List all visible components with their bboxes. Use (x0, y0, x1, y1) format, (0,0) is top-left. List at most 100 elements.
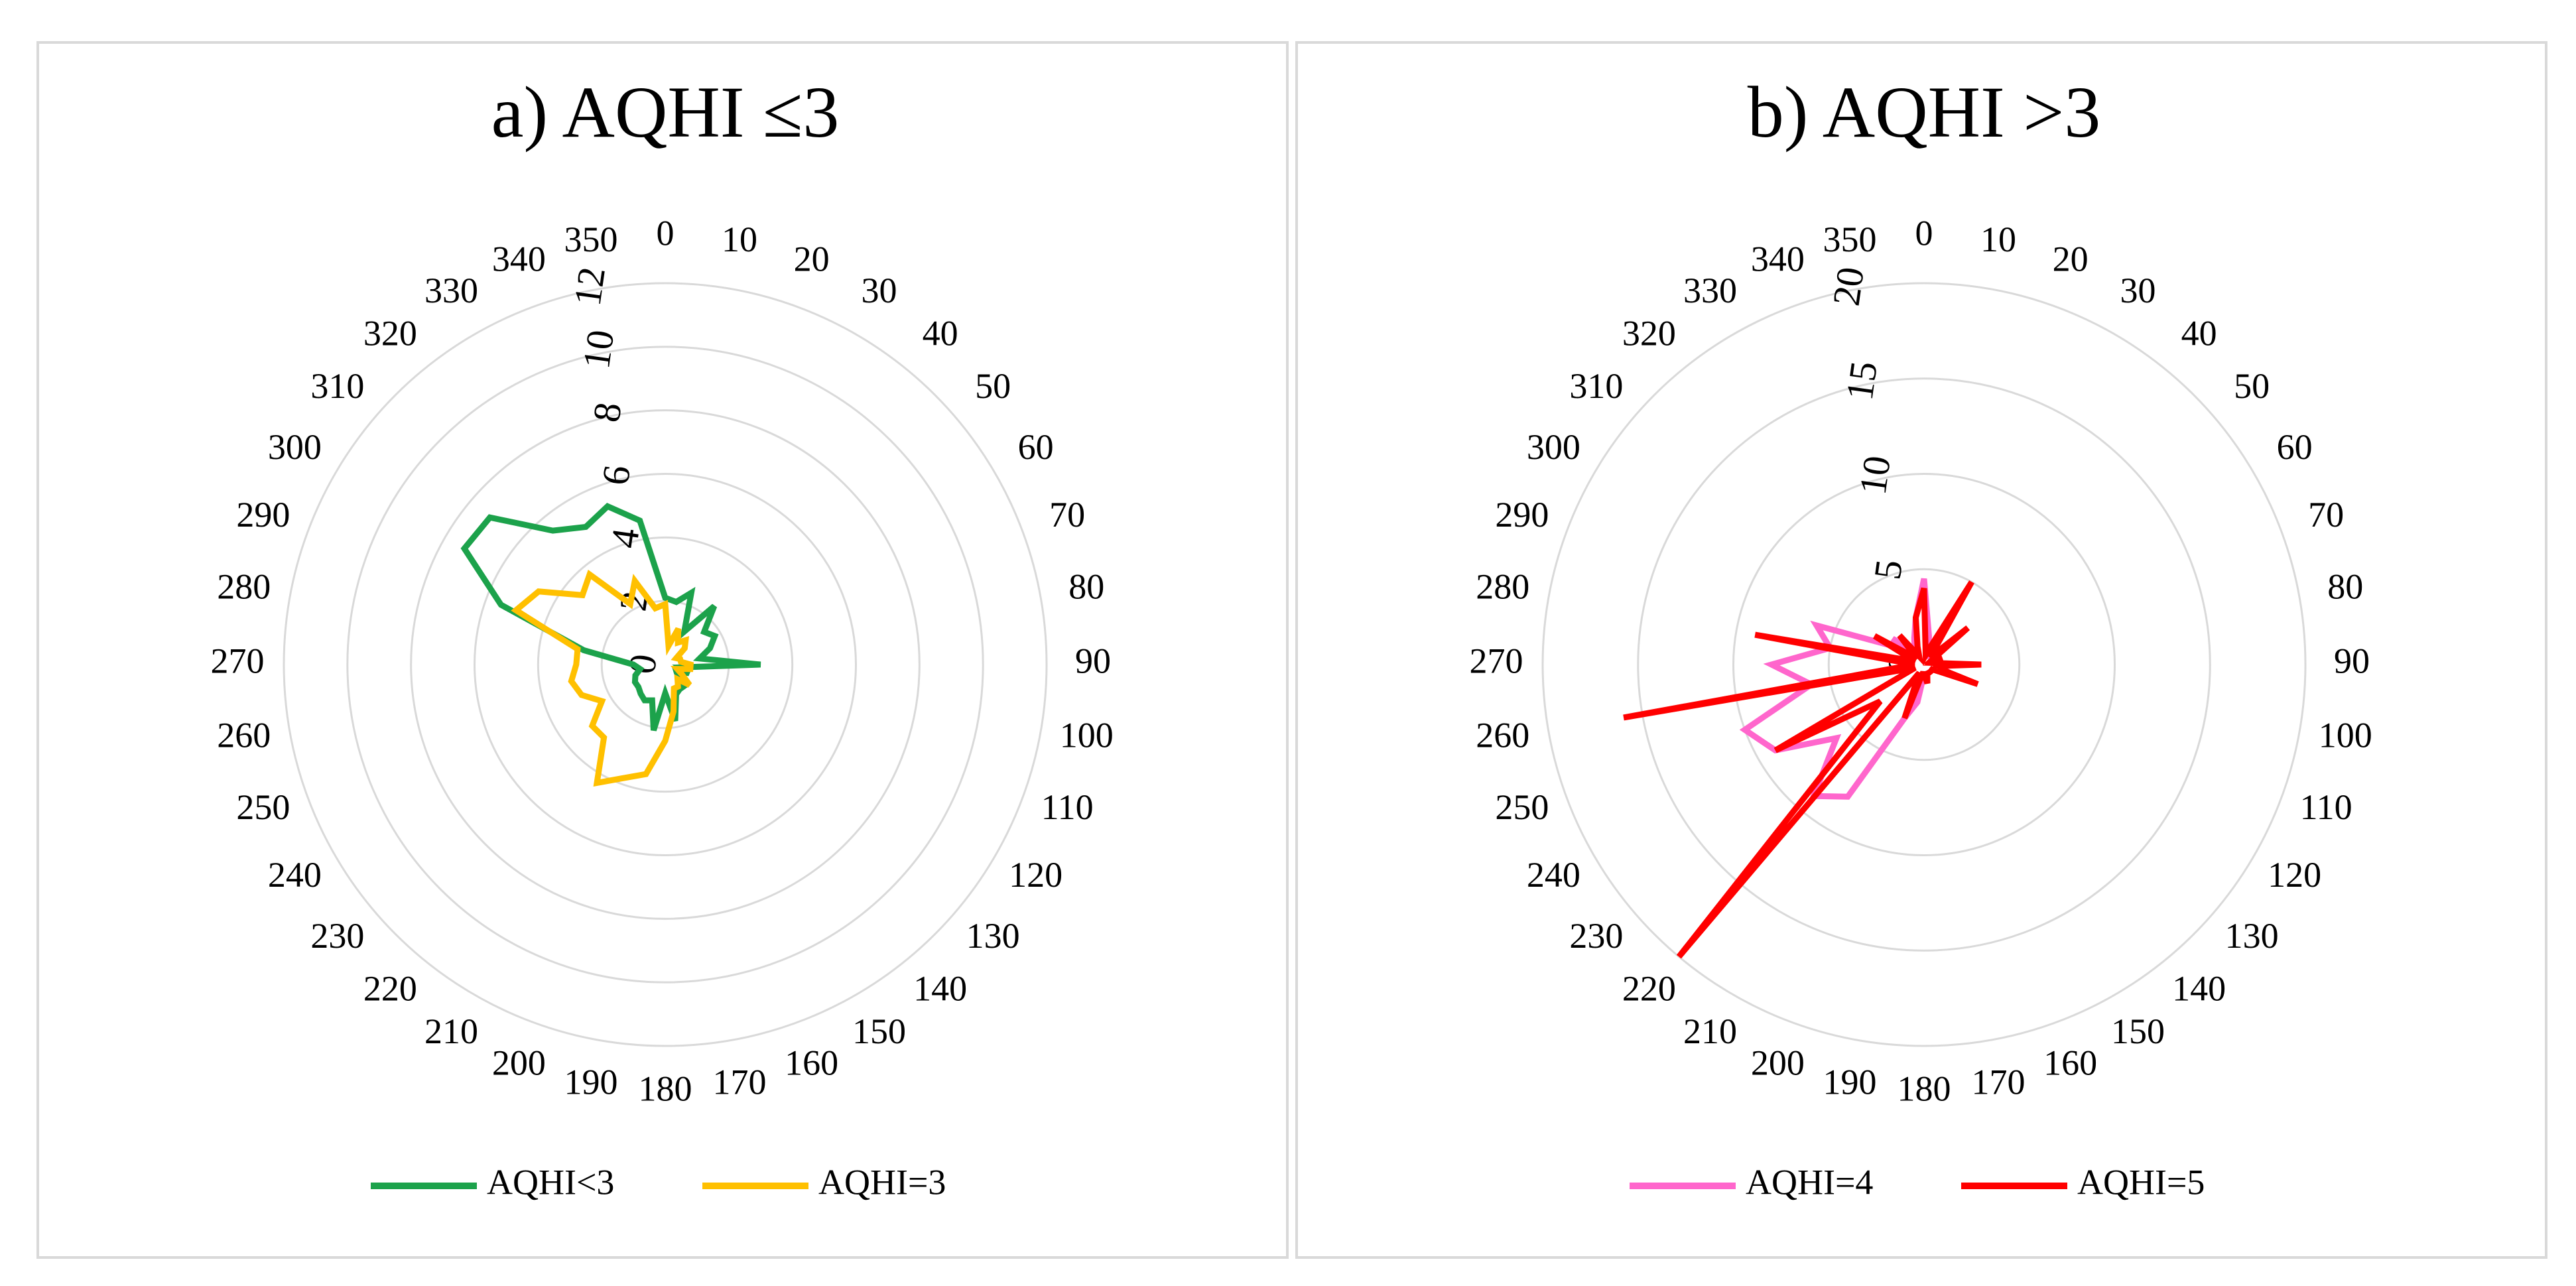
radial-tick-label: 15 (1838, 359, 1886, 403)
direction-label: 260 (1476, 715, 1529, 755)
gridline-ring (1637, 377, 2211, 952)
radial-tick-label: 12 (566, 264, 613, 308)
direction-label: 200 (1751, 1043, 1805, 1082)
direction-label: 320 (363, 313, 417, 353)
series-line-1 (460, 503, 761, 732)
direction-label: 70 (2308, 495, 2344, 535)
direction-label: 30 (862, 271, 897, 310)
direction-label: 80 (2327, 566, 2363, 606)
direction-label: 100 (2319, 715, 2372, 755)
direction-label: 70 (1049, 495, 1085, 535)
direction-label: 270 (211, 641, 265, 680)
radial-tick-label: 6 (594, 463, 639, 488)
radial-tick-label: 10 (1851, 453, 1899, 497)
direction-label: 180 (639, 1068, 692, 1108)
direction-label: 220 (1622, 968, 1676, 1008)
direction-label: 190 (1823, 1062, 1876, 1102)
legend-label-1: AQHI<3 (487, 1162, 614, 1202)
direction-label: 30 (2120, 271, 2156, 310)
direction-label: 0 (657, 213, 675, 253)
chart-title: a) AQHI ≤3 (491, 72, 840, 153)
gridline-ring (283, 282, 1048, 1047)
series-line-2 (1623, 580, 1982, 959)
radial-tick-label: 20 (1825, 264, 1872, 308)
direction-label: 210 (424, 1011, 478, 1051)
direction-label: 10 (1980, 220, 2016, 259)
direction-label: 280 (1476, 566, 1529, 606)
direction-label: 340 (1751, 239, 1805, 279)
direction-label: 250 (236, 787, 290, 827)
direction-label: 60 (1018, 427, 1054, 467)
direction-label: 10 (722, 220, 757, 259)
direction-label: 230 (1569, 916, 1623, 956)
direction-label: 110 (1041, 787, 1094, 827)
direction-label: 20 (2053, 239, 2089, 279)
direction-label: 120 (1009, 855, 1063, 895)
direction-label: 340 (492, 239, 546, 279)
direction-label: 140 (913, 968, 967, 1008)
direction-label: 170 (1972, 1062, 2026, 1102)
direction-label: 230 (310, 916, 364, 956)
legend-label-2: AQHI=3 (818, 1162, 946, 1202)
direction-label: 0 (1915, 213, 1933, 253)
direction-label: 280 (217, 566, 271, 606)
direction-label: 180 (1898, 1068, 1951, 1108)
direction-label: 170 (713, 1062, 767, 1102)
direction-label: 240 (1527, 855, 1580, 895)
direction-label: 290 (1495, 495, 1549, 535)
direction-label: 150 (2111, 1011, 2165, 1051)
direction-label: 90 (2334, 641, 2370, 680)
direction-label: 130 (966, 916, 1020, 956)
direction-label: 270 (1470, 641, 1523, 680)
direction-label: 290 (236, 495, 290, 535)
direction-label: 160 (785, 1043, 838, 1082)
direction-label: 350 (564, 220, 617, 259)
direction-label: 200 (492, 1043, 546, 1082)
series-line-2 (511, 569, 694, 787)
direction-label: 190 (564, 1062, 617, 1102)
radial-tick-label: 5 (1866, 557, 1911, 582)
direction-label: 260 (217, 715, 271, 755)
direction-label: 80 (1068, 566, 1104, 606)
direction-label: 300 (1527, 427, 1580, 467)
gridline-ring (1541, 282, 2307, 1047)
direction-label: 150 (852, 1011, 906, 1051)
legend-label-2: AQHI=5 (2077, 1162, 2205, 1202)
direction-label: 250 (1495, 787, 1549, 827)
gridline-ring (537, 536, 794, 793)
direction-label: 50 (975, 366, 1011, 406)
chart-panel-a: a) AQHI ≤3 0 10 20 30 40 50 60 70 80 90 100 110 120 13… (36, 41, 1289, 1259)
direction-label: 140 (2172, 968, 2226, 1008)
direction-label: 310 (1569, 366, 1623, 406)
direction-label: 20 (794, 239, 830, 279)
direction-label: 210 (1683, 1011, 1737, 1051)
direction-label: 110 (2300, 787, 2352, 827)
gridline-ring (410, 409, 921, 920)
direction-label: 350 (1823, 220, 1876, 259)
legend-label-1: AQHI=4 (1746, 1162, 1873, 1202)
direction-label: 240 (268, 855, 322, 895)
chart-title: b) AQHI >3 (1748, 72, 2101, 153)
gridline-ring (1827, 568, 2021, 761)
direction-label: 130 (2225, 916, 2279, 956)
direction-label: 50 (2234, 366, 2270, 406)
gridline-ring (1732, 473, 2116, 856)
direction-label: 60 (2277, 427, 2313, 467)
direction-label: 330 (1683, 271, 1737, 310)
direction-label: 300 (268, 427, 322, 467)
direction-label: 100 (1060, 715, 1114, 755)
radial-tick-label: 10 (574, 327, 622, 371)
direction-label: 320 (1622, 313, 1676, 353)
direction-label: 310 (310, 366, 364, 406)
direction-label: 90 (1075, 641, 1111, 680)
chart-panel-b: b) AQHI >3 0 10 20 30 40 50 60 70 80 90 100 110 120 13… (1295, 41, 2547, 1259)
direction-label: 220 (363, 968, 417, 1008)
gridline-ring (346, 346, 984, 984)
direction-label: 120 (2268, 855, 2321, 895)
gridline-ring (474, 473, 857, 856)
direction-label: 160 (2043, 1043, 2097, 1082)
direction-label: 330 (424, 271, 478, 310)
direction-label: 40 (923, 313, 958, 353)
